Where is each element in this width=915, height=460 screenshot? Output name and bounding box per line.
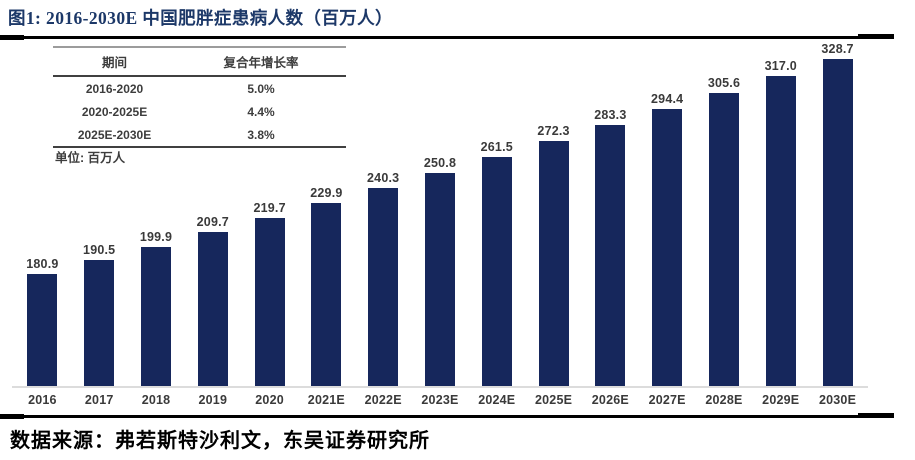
cagr-rate: 4.4% [247,104,275,119]
bar-value-label: 317.0 [764,59,797,73]
bar-slot: 283.3 [582,40,639,386]
bar [652,109,683,386]
cagr-period: 2025E-2030E [53,123,177,148]
bar-value-label: 305.6 [707,76,741,90]
bar-value-label: 190.5 [83,243,116,257]
bar [708,93,739,386]
bar-value-label: 328.7 [821,42,854,56]
bar-slot: 229.9 [298,40,355,386]
x-axis-label: 2019 [198,393,228,407]
cagr-row: 2025E-2030E 3.8% [53,123,346,148]
plot-area: 180.9 190.5 199.9 209.7 219.7 229.9 240.3 250.8… [14,40,866,386]
x-axis-label: 2028E [705,393,743,407]
bar-value-label: 240.3 [367,171,400,185]
x-axis-label: 2016 [28,393,57,407]
bar-slot: 190.5 [71,40,128,386]
bar-slot: 219.7 [241,40,298,386]
x-axis-label: 2025E [534,393,573,407]
bottom-rule-right-tick [858,412,894,418]
bar [197,232,228,386]
bar-value-label: 261.5 [480,140,513,154]
bar-slot: 317.0 [752,40,809,386]
bar-value-label: 283.3 [594,108,627,122]
bar [595,125,626,386]
bottom-rule [0,412,894,419]
cagr-col-period: 期间 [53,46,177,77]
cagr-table: 期间 复合年增长率 2016-2020 5.0% 2020-2025E 4.4%… [53,46,346,148]
bar [140,247,171,386]
x-axis-label: 2029E [762,393,800,407]
x-axis-label: 2024E [478,393,516,407]
bar [822,59,853,386]
bar [254,218,285,386]
bar [481,157,512,386]
x-axis-label: 2021E [307,393,345,407]
bar [311,203,342,386]
x-axis-label: 2026E [591,393,629,407]
x-axis-label: 2030E [818,393,857,407]
bar-slot: 180.9 [14,40,71,386]
bar-value-label: 180.9 [26,257,59,271]
bar-value-label: 209.7 [196,215,229,229]
bar-value-label: 219.7 [253,201,286,215]
cagr-period: 2016-2020 [85,81,144,96]
top-rule-left-tick [0,34,24,40]
bar-slot: 240.3 [355,40,412,386]
bar-value-label: 250.8 [423,156,457,170]
bar [27,274,58,386]
bar [424,173,455,386]
cagr-period: 2020-2025E [81,104,148,119]
bar [765,76,796,386]
unit-label: 单位: 百万人 [55,151,126,165]
figure-title: 图1: 2016-2030E 中国肥胖症患病人数（百万人） [8,8,393,28]
bar-slot: 199.9 [128,40,185,386]
x-axis-label: 2018 [141,393,171,407]
bar [84,260,115,386]
cagr-rate: 5.0% [247,81,275,96]
bar-value-label: 294.4 [651,92,684,106]
bar-slot: 272.3 [525,40,582,386]
bar-slot: 294.4 [639,40,696,386]
bar-chart: 期间 复合年增长率 2016-2020 5.0% 2020-2025E 4.4%… [0,40,915,415]
bar-slot: 209.7 [184,40,241,386]
x-axis-labels: 2016 2017 2018 2019 2020 2021E 2022E 2023E 2024E… [14,393,866,407]
x-axis-label: 2027E [648,393,686,407]
cagr-header-row: 期间 复合年增长率 [53,46,346,77]
top-rule-right-tick [858,33,894,39]
bar [368,188,399,386]
bar-slot: 261.5 [468,40,525,386]
top-rule [0,33,894,40]
bottom-rule-left-tick [0,413,24,419]
x-axis-label: 2023E [421,393,459,407]
bar-slot: 250.8 [412,40,469,386]
bar-slot: 328.7 [809,40,866,386]
data-source: 数据来源：弗若斯特沙利文，东吴证券研究所 [10,430,430,452]
bar [538,141,569,386]
cagr-rate: 3.8% [176,123,346,148]
x-axis-line [12,386,868,388]
bar-value-label: 229.9 [310,186,343,200]
cagr-row: 2016-2020 5.0% [53,76,346,100]
x-axis-label: 2017 [84,393,114,407]
x-axis-label: 2020 [255,393,284,407]
bar-value-label: 199.9 [139,230,173,244]
bar-slot: 305.6 [696,40,753,386]
cagr-row: 2020-2025E 4.4% [53,100,346,123]
x-axis-label: 2022E [364,393,402,407]
cagr-col-rate: 复合年增长率 [176,46,346,77]
bar-value-label: 272.3 [537,124,570,138]
